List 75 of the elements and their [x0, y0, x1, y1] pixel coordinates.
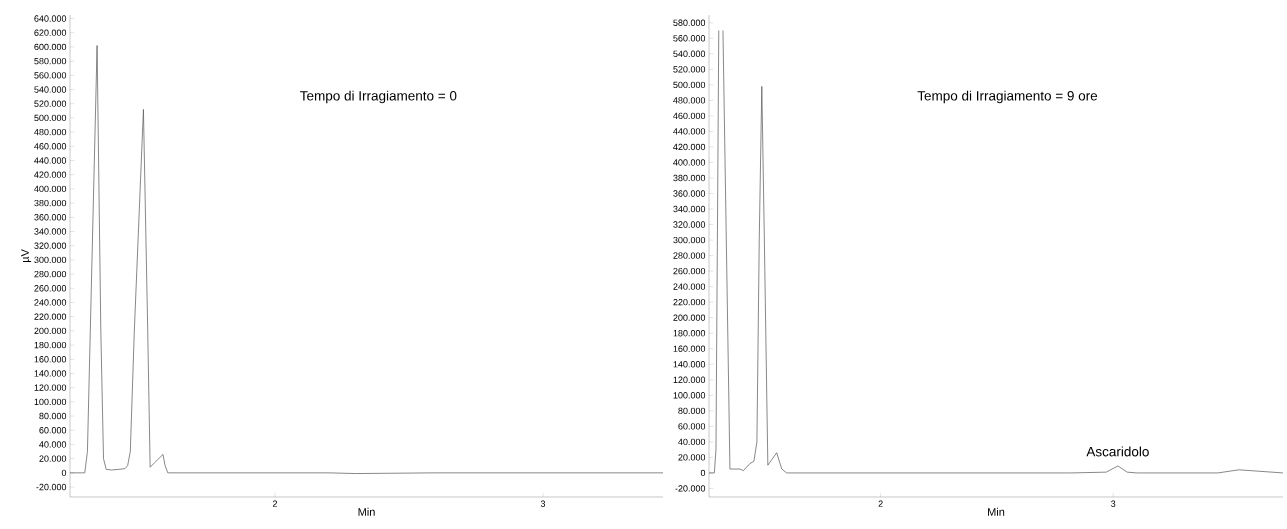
- y-tick-label: 380.000: [673, 174, 706, 182]
- y-tick-label: 20.000: [39, 455, 67, 462]
- y-tick-label: 60.000: [39, 427, 67, 434]
- y-tick-label: 140.000: [34, 370, 67, 377]
- y-tick-label: 340.000: [34, 228, 67, 235]
- y-tick-label: 520.000: [673, 66, 706, 73]
- y-tick-label: 40.000: [39, 441, 67, 448]
- y-tick-label: 320.000: [673, 221, 706, 228]
- y-tick-label: 40.000: [678, 438, 706, 446]
- y-tick-label: 480.000: [673, 97, 706, 104]
- y-tick-label: 160.000: [673, 345, 706, 352]
- y-tick-label: 80.000: [39, 412, 67, 420]
- annotation: Tempo di Irragiamento = 9 ore: [917, 90, 1098, 104]
- y-tick-label: 240.000: [673, 283, 706, 290]
- y-tick-label: 280.000: [673, 252, 706, 259]
- y-tick-label: -20.000: [36, 483, 67, 491]
- y-tick-label: 440.000: [673, 128, 706, 135]
- x-tick-label: 2: [878, 500, 883, 507]
- y-tick-label: 140.000: [673, 361, 706, 368]
- x-axis-title: Min: [358, 507, 375, 516]
- y-tick-label: 580.000: [34, 57, 67, 65]
- y-tick-label: 220.000: [673, 298, 706, 306]
- y-tick-label: 460.000: [673, 112, 706, 120]
- y-tick-label: 500.000: [34, 114, 67, 122]
- y-tick-label: 360.000: [673, 190, 706, 197]
- y-tick-label: 500.000: [673, 81, 706, 89]
- y-tick-label: 640.000: [34, 15, 67, 22]
- y-tick-label: 300.000: [34, 256, 67, 264]
- y-tick-label: 460.000: [34, 143, 67, 150]
- y-tick-label: 580.000: [673, 19, 706, 26]
- y-tick-label: 420.000: [673, 143, 706, 151]
- y-tick-label: 520.000: [34, 100, 67, 107]
- y-tick-label: 340.000: [673, 205, 706, 213]
- y-tick-label: 240.000: [34, 299, 67, 306]
- y-tick-label: 200.000: [673, 314, 706, 321]
- y-tick-label: 320.000: [34, 242, 67, 249]
- y-tick-label: 440.000: [34, 157, 67, 164]
- annotation: Tempo di Irragiamento = 0: [300, 90, 457, 104]
- y-tick-label: 100.000: [673, 392, 706, 399]
- y-tick-label: 540.000: [34, 86, 67, 93]
- y-tick-label: 180.000: [34, 341, 67, 349]
- y-tick-label: 560.000: [673, 35, 706, 42]
- y-axis-title: µV: [21, 249, 32, 263]
- x-tick-label: 2: [272, 500, 278, 507]
- y-tick-label: 280.000: [34, 270, 67, 278]
- y-tick-label: 100.000: [34, 398, 67, 406]
- y-tick-label: 0: [700, 469, 706, 477]
- y-tick-label: 300.000: [673, 236, 706, 244]
- y-tick-label: 0: [61, 469, 67, 477]
- y-tick-label: 120.000: [34, 384, 67, 391]
- y-tick-label: 600.000: [34, 43, 67, 51]
- y-tick-label: 420.000: [34, 171, 67, 178]
- annotation: Ascaridolo: [1086, 446, 1149, 457]
- y-tick-label: -20.000: [675, 485, 706, 492]
- y-tick-label: 260.000: [673, 267, 706, 275]
- y-tick-label: 540.000: [673, 50, 706, 57]
- y-tick-label: 400.000: [673, 159, 706, 166]
- y-tick-label: 20.000: [678, 454, 706, 461]
- y-tick-label: 360.000: [34, 214, 67, 221]
- y-tick-label: 260.000: [34, 285, 67, 292]
- x-axis-title: Min: [988, 507, 1005, 516]
- y-tick-label: 60.000: [678, 423, 706, 430]
- y-tick-label: 480.000: [34, 128, 67, 136]
- x-tick-label: 3: [1111, 500, 1116, 507]
- y-tick-label: 200.000: [34, 327, 67, 335]
- y-tick-label: 560.000: [34, 72, 67, 79]
- x-tick-label: 3: [540, 500, 546, 507]
- y-tick-label: 620.000: [34, 29, 67, 36]
- y-tick-label: 180.000: [673, 330, 706, 337]
- y-tick-label: 120.000: [673, 376, 706, 383]
- y-tick-label: 380.000: [34, 199, 67, 207]
- y-tick-label: 220.000: [34, 313, 67, 320]
- y-tick-label: 160.000: [34, 356, 67, 363]
- y-tick-label: 400.000: [34, 185, 67, 193]
- y-tick-label: 80.000: [678, 407, 706, 415]
